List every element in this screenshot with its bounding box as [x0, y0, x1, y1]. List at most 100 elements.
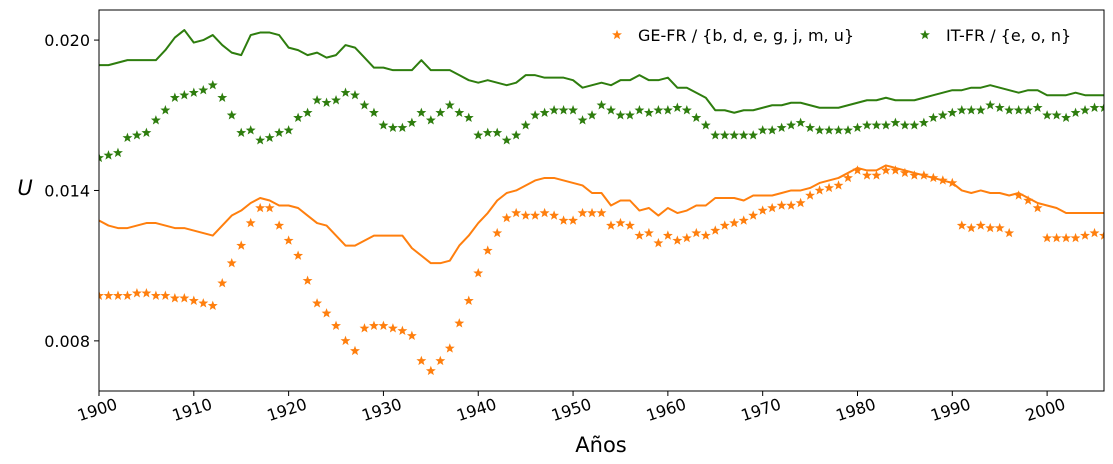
series-3-point-100: [1042, 110, 1053, 120]
series-1-point-96: [1004, 227, 1015, 238]
y-tick-label-2: 0.020: [44, 31, 90, 50]
series-1-point-39: [463, 295, 474, 305]
series-3-point-43: [501, 135, 512, 145]
series-1-point-62: [681, 232, 692, 243]
series-1-point-8: [169, 293, 180, 303]
series-1-point-35: [425, 365, 436, 376]
series-1-point-49: [558, 215, 569, 225]
series-1-point-33: [406, 330, 417, 341]
series-1-point-37: [444, 343, 455, 353]
series-1-point-64: [700, 230, 711, 240]
series-1-point-9: [179, 293, 190, 303]
plot-frame: [98, 9, 1105, 392]
series-3-point-39: [463, 112, 474, 122]
y-tick-label-1: 0.014: [44, 181, 90, 200]
series-1-point-2: [113, 290, 123, 300]
series-3-point-50: [568, 105, 578, 115]
series-3-point-96: [1004, 105, 1015, 115]
series-1-point-68: [738, 215, 749, 225]
series-3-point-83: [880, 120, 891, 130]
series-3-point-103: [1070, 107, 1081, 117]
series-1-point-4: [131, 288, 142, 298]
series-group: [99, 29, 1104, 376]
series-3-point-20: [283, 125, 294, 135]
series-1-point-31: [387, 323, 398, 333]
y-tick-label-0: 0.008: [44, 332, 90, 351]
series-1-point-73: [786, 200, 797, 210]
series-1-point-22: [302, 275, 313, 285]
series-3-point-12: [207, 80, 218, 90]
series-1-point-91: [956, 220, 967, 230]
series-3-point-38: [454, 107, 465, 117]
series-3-point-42: [492, 127, 503, 138]
series-3-point-66: [719, 130, 730, 140]
series-3-point-36: [435, 107, 446, 117]
series-1-point-12: [207, 300, 218, 310]
series-1-point-30: [378, 320, 389, 331]
series-1-point-66: [719, 220, 730, 230]
series-1-point-13: [217, 278, 228, 288]
series-3-point-63: [691, 112, 702, 122]
series-3-point-94: [985, 100, 996, 110]
series-3-point-69: [748, 130, 759, 140]
series-3-point-16: [245, 125, 256, 135]
series-1-point-75: [805, 190, 816, 200]
series-3-point-28: [359, 100, 370, 110]
series-1-point-43: [501, 212, 512, 223]
series-1-point-85: [899, 167, 910, 178]
legend-marker-1: [920, 29, 930, 40]
series-3-point-57: [634, 105, 645, 115]
series-1-point-28: [359, 323, 370, 333]
legend-marker-0: [612, 29, 622, 40]
series-1-point-88: [928, 172, 939, 183]
series-3-point-1: [103, 150, 114, 160]
series-3-point-105: [1089, 102, 1100, 112]
series-3-point-56: [625, 110, 635, 120]
series-1-point-34: [416, 355, 427, 366]
series-1-point-94: [985, 222, 996, 233]
series-3-point-64: [700, 120, 711, 130]
series-3-point-49: [558, 105, 569, 115]
series-3-point-99: [1032, 102, 1043, 112]
series-1-point-21: [293, 250, 304, 260]
series-1-point-55: [615, 217, 626, 228]
series-3-point-70: [757, 125, 768, 135]
series-1-point-74: [795, 197, 806, 208]
series-3-point-102: [1061, 112, 1072, 122]
series-3-point-85: [899, 120, 910, 130]
series-1-point-53: [596, 207, 607, 218]
series-3-point-18: [264, 132, 275, 143]
legend: GE-FR / {b, d, e, g, j, m, u} IT-FR / {e,…: [612, 26, 1071, 45]
series-3-point-10: [188, 87, 199, 97]
series-3-point-33: [406, 117, 417, 127]
series-1-point-19: [274, 220, 285, 230]
series-3-point-22: [302, 107, 313, 117]
series-1-point-72: [776, 200, 787, 210]
series-1-point-17: [255, 202, 266, 213]
series-1-point-76: [814, 185, 825, 195]
series-3-point-59: [653, 105, 664, 115]
series-3-point-78: [833, 125, 844, 135]
series-1-point-103: [1070, 232, 1081, 243]
series-1-point-83: [880, 165, 891, 175]
series-3-point-32: [397, 122, 408, 133]
series-1-point-60: [662, 230, 673, 240]
series-3-point-84: [890, 117, 901, 127]
series-1-point-25: [331, 320, 341, 331]
legend-label-0: GE-FR / {b, d, e, g, j, m, u}: [638, 26, 854, 45]
series-3-point-13: [217, 92, 228, 102]
series-1-point-59: [653, 237, 664, 248]
series-1-point-90: [947, 177, 958, 188]
series-1-point-42: [492, 227, 503, 238]
series-3-point-17: [255, 135, 266, 145]
x-axis-label: Años: [575, 433, 626, 457]
series-3-point-75: [805, 122, 816, 133]
series-1-point-27: [350, 345, 360, 356]
series-3-point-29: [369, 107, 379, 117]
series-3-point-14: [226, 110, 237, 120]
series-3-point-97: [1013, 105, 1024, 115]
series-1-point-29: [369, 320, 379, 331]
series-1-point-70: [757, 205, 768, 215]
series-3-point-60: [662, 105, 673, 115]
series-line-0: [99, 164, 1104, 265]
